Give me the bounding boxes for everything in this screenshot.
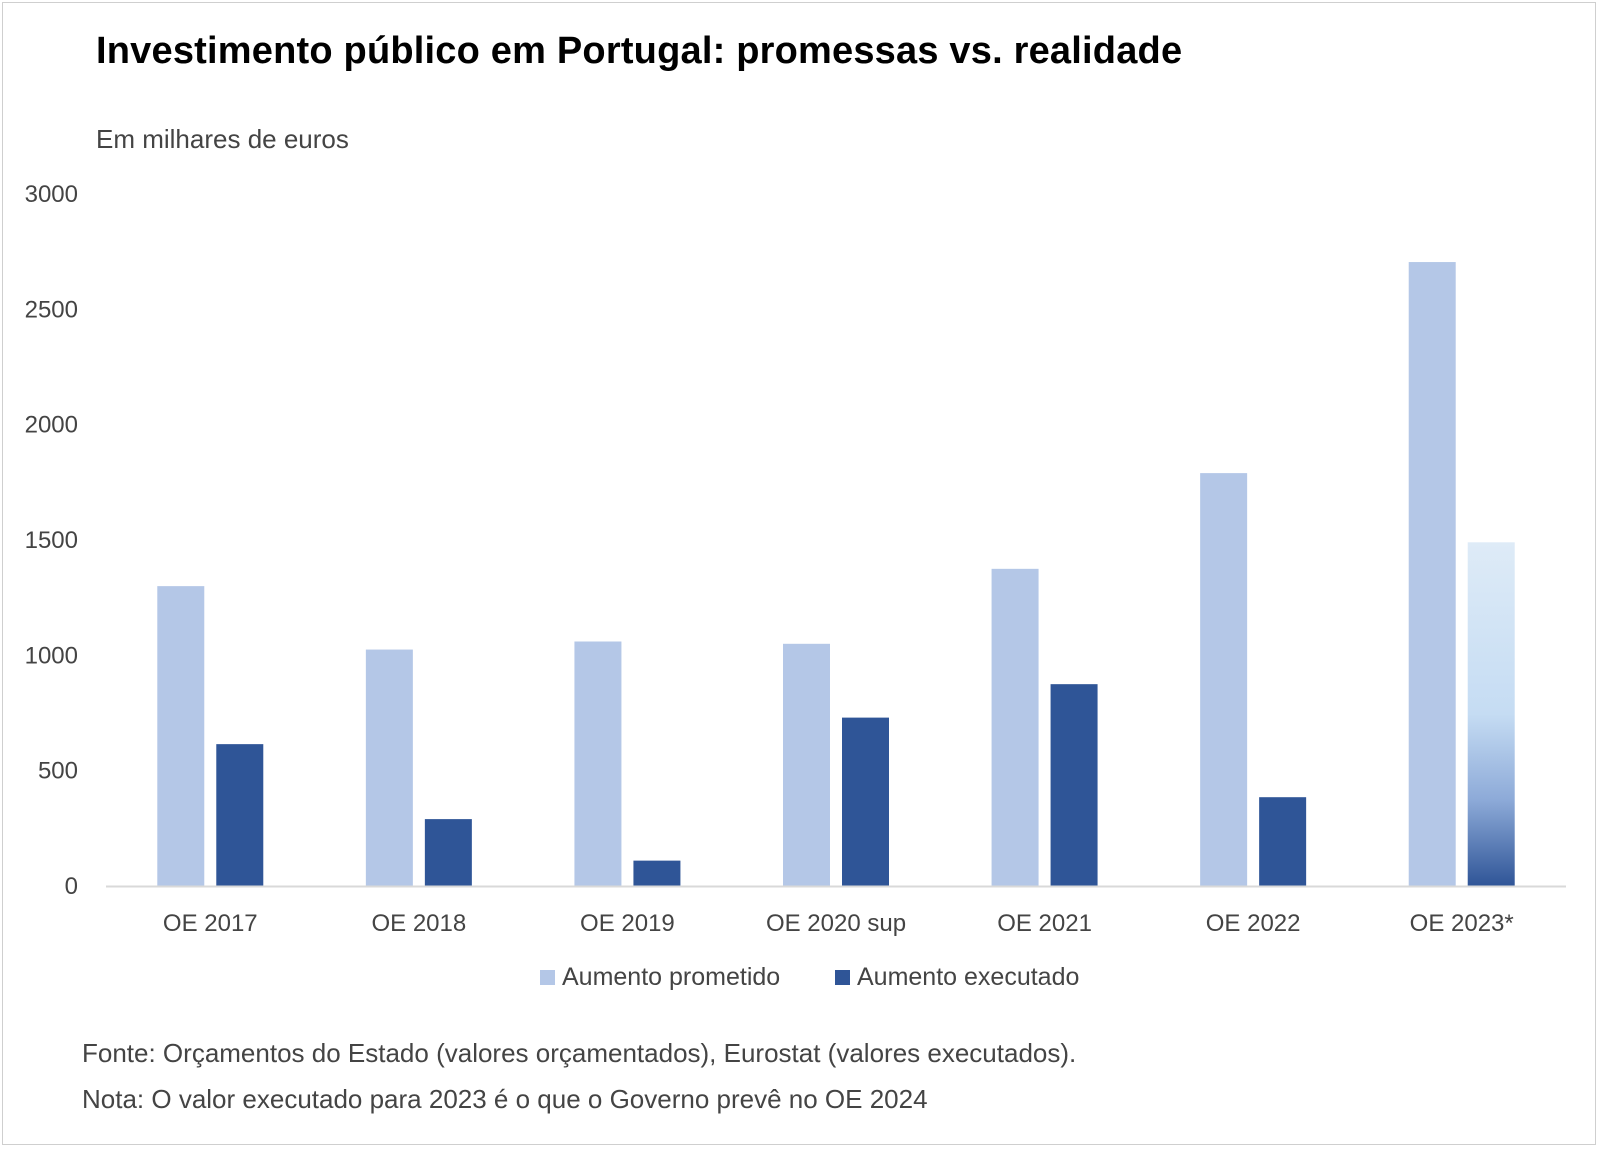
- legend-label: Aumento prometido: [562, 963, 780, 991]
- bar-prometido-oe-2019: [574, 641, 622, 886]
- bar-prometido-oe-2017: [157, 586, 205, 886]
- y-tick-label: 2500: [25, 296, 78, 323]
- x-tick-label: OE 2019: [580, 910, 675, 937]
- source-note: Fonte: Orçamentos do Estado (valores orç…: [82, 1038, 1077, 1068]
- bar-executado-oe-2022: [1259, 797, 1307, 886]
- x-tick-label: OE 2021: [997, 910, 1092, 937]
- bar-prometido-oe-2022: [1200, 473, 1248, 886]
- bar-prometido-oe-2020-sup: [783, 643, 830, 886]
- legend-swatch: [540, 970, 555, 985]
- y-tick-label: 0: [65, 873, 78, 900]
- chart-title: Investimento público em Portugal: promes…: [96, 30, 1183, 72]
- x-tick-label: OE 2018: [371, 910, 466, 937]
- bar-executado-oe-2019: [633, 860, 681, 886]
- bar-executado-oe-2018: [424, 819, 472, 886]
- footnote: Nota: O valor executado para 2023 é o qu…: [82, 1084, 928, 1114]
- y-tick-label: 2000: [25, 412, 78, 439]
- bar-executado-oe-2020-sup: [842, 717, 889, 886]
- bar-executado-oe-2017: [216, 744, 264, 886]
- legend-swatch: [835, 970, 850, 985]
- y-tick-label: 1000: [25, 642, 78, 669]
- bar-executado-oe-2023-: [1467, 542, 1515, 886]
- legend-label: Aumento executado: [857, 963, 1079, 991]
- bar-executado-oe-2021: [1050, 684, 1098, 886]
- bar-prometido-oe-2018: [365, 649, 413, 886]
- bar-prometido-oe-2023-: [1408, 262, 1456, 887]
- legend: Aumento prometido Aumento executado: [540, 963, 1079, 991]
- y-tick-label: 1500: [25, 527, 78, 554]
- x-tick-label: OE 2017: [163, 910, 258, 937]
- y-tick-label: 500: [38, 758, 78, 785]
- x-tick-label: OE 2020 sup: [766, 910, 906, 937]
- x-tick-label: OE 2022: [1206, 910, 1301, 937]
- y-tick-label: 3000: [25, 181, 78, 208]
- bar-chart: 0 500 1000 1500 2000 2500 3000 OE 2017 OE 2018 O…: [25, 181, 1566, 991]
- bar-prometido-oe-2021: [991, 568, 1039, 886]
- x-tick-label: OE 2023*: [1410, 910, 1514, 937]
- y-axis-label: Em milhares de euros: [96, 124, 349, 154]
